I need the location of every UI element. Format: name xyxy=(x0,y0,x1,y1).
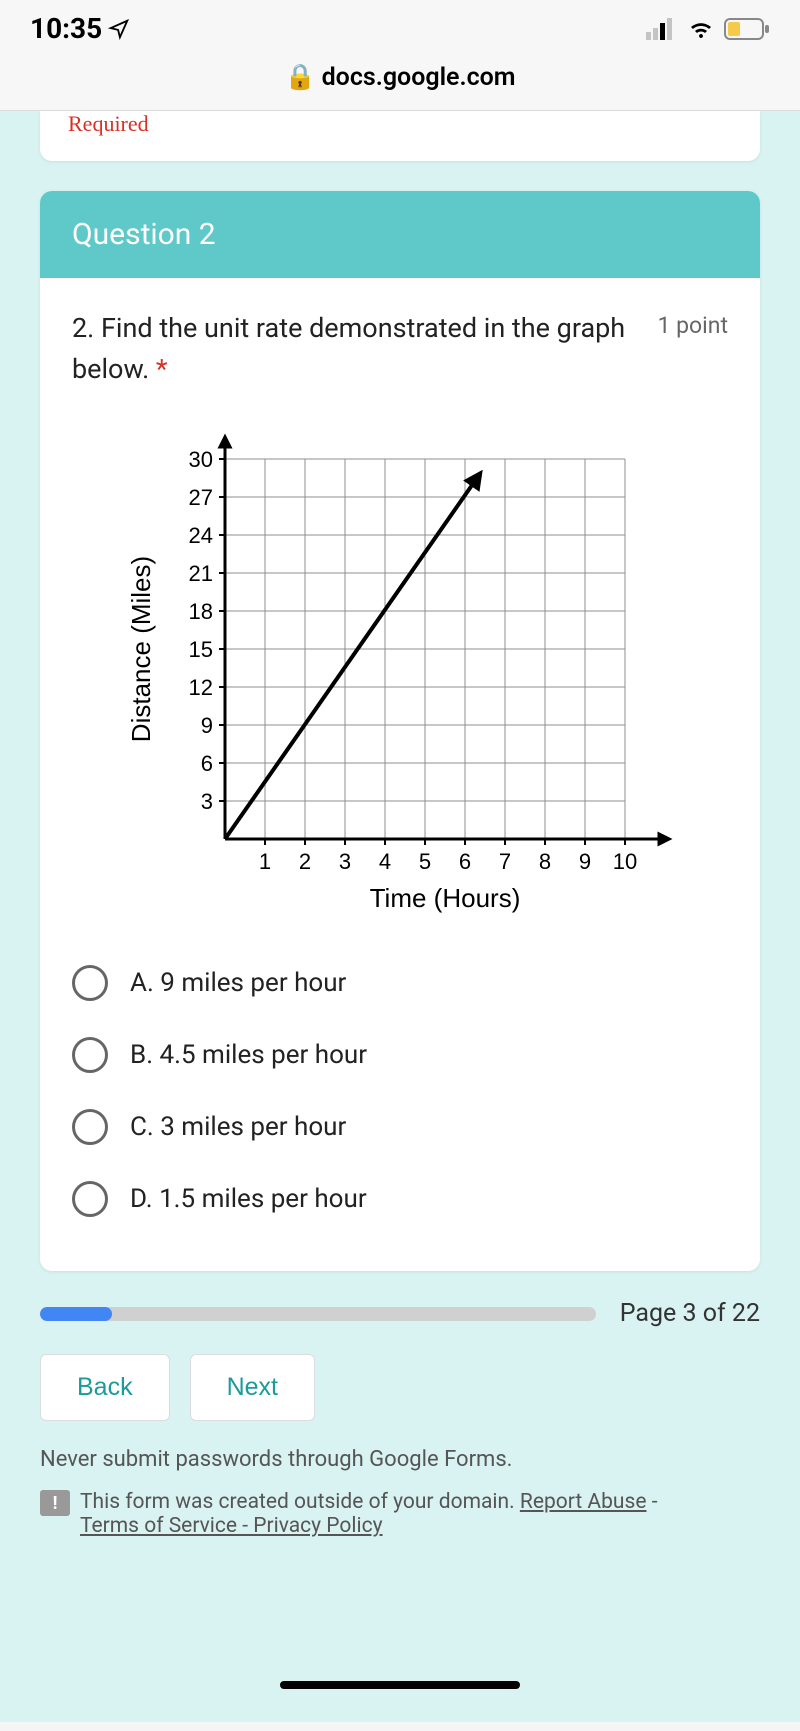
radio-icon xyxy=(72,1109,108,1145)
svg-text:3: 3 xyxy=(339,849,351,874)
option-label: B. 4.5 miles per hour xyxy=(130,1040,367,1070)
svg-text:Distance (Miles): Distance (Miles) xyxy=(126,556,156,742)
report-abuse-link[interactable]: Report Abuse xyxy=(520,1490,647,1514)
svg-text:7: 7 xyxy=(499,849,511,874)
svg-text:1: 1 xyxy=(259,849,271,874)
svg-text:6: 6 xyxy=(459,849,471,874)
option-label: D. 1.5 miles per hour xyxy=(130,1184,367,1214)
alert-icon: ! xyxy=(40,1490,70,1516)
status-bar: 10:35 xyxy=(0,0,800,53)
status-time: 10:35 xyxy=(30,12,102,45)
svg-text:15: 15 xyxy=(189,637,213,662)
svg-text:9: 9 xyxy=(201,713,213,738)
svg-text:27: 27 xyxy=(189,485,213,510)
radio-icon xyxy=(72,1181,108,1217)
svg-text:24: 24 xyxy=(189,523,213,548)
wifi-icon xyxy=(686,18,716,40)
back-button[interactable]: Back xyxy=(40,1354,170,1421)
required-label: Required xyxy=(68,111,149,136)
url-bar[interactable]: 🔒docs.google.com xyxy=(0,53,800,111)
svg-text:3: 3 xyxy=(201,789,213,814)
option-d[interactable]: D. 1.5 miles per hour xyxy=(72,1163,728,1235)
footer-attribution: ! This form was created outside of your … xyxy=(40,1490,760,1538)
option-label: A. 9 miles per hour xyxy=(130,968,346,998)
question-card: Question 2 2. Find the unit rate demonst… xyxy=(40,191,760,1271)
location-icon xyxy=(108,18,130,40)
chart: 3691215182124273012345678910Time (Hours)… xyxy=(72,419,728,919)
svg-text:12: 12 xyxy=(189,675,213,700)
svg-text:5: 5 xyxy=(419,849,431,874)
required-card: Required xyxy=(40,111,760,161)
svg-text:6: 6 xyxy=(201,751,213,776)
svg-text:18: 18 xyxy=(189,599,213,624)
question-points: 1 point xyxy=(658,308,728,339)
progress-bar xyxy=(40,1307,596,1321)
option-a[interactable]: A. 9 miles per hour xyxy=(72,947,728,1019)
radio-icon xyxy=(72,1037,108,1073)
option-c[interactable]: C. 3 miles per hour xyxy=(72,1091,728,1163)
svg-text:21: 21 xyxy=(189,561,213,586)
option-label: C. 3 miles per hour xyxy=(130,1112,346,1142)
option-b[interactable]: B. 4.5 miles per hour xyxy=(72,1019,728,1091)
svg-text:30: 30 xyxy=(189,447,213,472)
tos-link[interactable]: Terms of Service - Privacy Policy xyxy=(80,1514,383,1538)
page-count: Page 3 of 22 xyxy=(620,1299,760,1328)
radio-icon xyxy=(72,965,108,1001)
url-text: docs.google.com xyxy=(322,63,516,92)
signal-icon xyxy=(646,18,678,40)
svg-text:2: 2 xyxy=(299,849,311,874)
lock-icon: 🔒 xyxy=(284,63,315,92)
svg-text:8: 8 xyxy=(539,849,551,874)
svg-text:4: 4 xyxy=(379,849,391,874)
question-header: Question 2 xyxy=(40,191,760,278)
footer-warning: Never submit passwords through Google Fo… xyxy=(40,1447,760,1472)
svg-text:9: 9 xyxy=(579,849,591,874)
battery-icon xyxy=(724,18,770,40)
svg-text:Time (Hours): Time (Hours) xyxy=(370,883,521,913)
next-button[interactable]: Next xyxy=(190,1354,315,1421)
question-text: 2. Find the unit rate demonstrated in th… xyxy=(72,308,638,389)
svg-text:10: 10 xyxy=(613,849,637,874)
home-indicator[interactable] xyxy=(280,1681,520,1689)
